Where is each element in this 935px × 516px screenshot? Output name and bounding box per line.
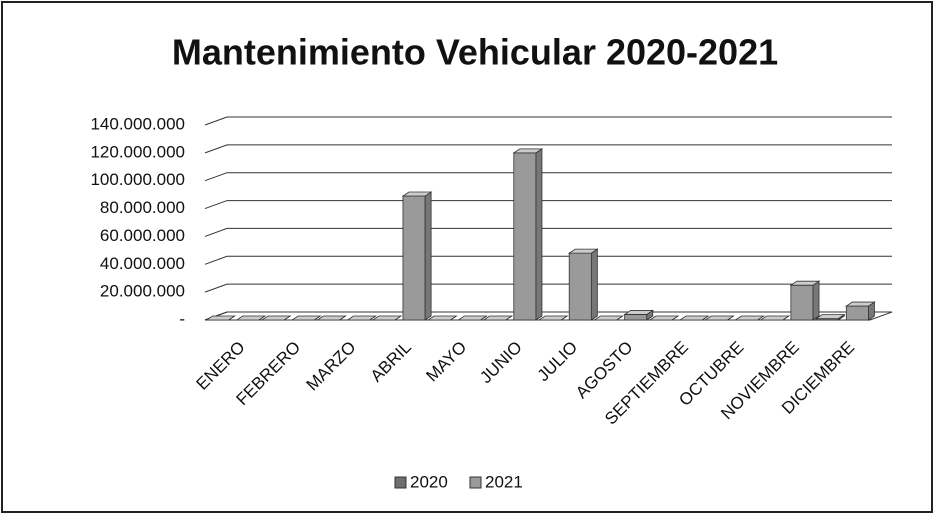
grid-line [204, 172, 892, 182]
grid-line [204, 144, 892, 154]
grid-line [204, 283, 892, 293]
bar-face [624, 314, 648, 321]
bar-face [590, 248, 598, 321]
bar-face [401, 191, 433, 197]
bar-face [535, 148, 543, 321]
legend-label: 2020 [410, 472, 448, 491]
legend-label: 2021 [485, 472, 523, 491]
y-tick-label: 120.000.000 [90, 142, 185, 161]
bar-face [457, 315, 488, 321]
y-tick-label: - [179, 309, 185, 328]
grid-line [204, 116, 892, 126]
bar [426, 315, 458, 321]
y-tick-label: 100.000.000 [90, 170, 185, 189]
bar-face [789, 280, 821, 286]
bar-face [371, 315, 403, 321]
bar-face [703, 315, 735, 321]
bar-face [678, 315, 710, 321]
bar [648, 315, 680, 321]
bar [512, 148, 544, 321]
bar-face [623, 310, 655, 315]
grid-line [204, 200, 892, 210]
bar-face [593, 315, 624, 321]
bar [759, 315, 791, 321]
bar-face [402, 195, 426, 321]
bar [814, 313, 846, 321]
bar-face [316, 315, 347, 321]
grid-line [204, 227, 892, 237]
bar [290, 315, 322, 321]
bar [623, 309, 655, 321]
bar [734, 315, 765, 321]
bar-face [812, 280, 820, 321]
bar-face [426, 315, 458, 321]
bar [567, 248, 599, 321]
bar-face [845, 305, 869, 321]
bar [371, 315, 403, 321]
bar [316, 315, 347, 321]
bar [593, 315, 624, 321]
bar [260, 315, 292, 321]
bar [844, 301, 876, 321]
bar-face [482, 315, 514, 321]
bar-face [235, 315, 267, 321]
bar-face [260, 315, 292, 321]
y-tick-label: 20.000.000 [100, 282, 185, 301]
bar [457, 315, 488, 321]
bar-face [759, 315, 791, 321]
bar [346, 315, 378, 321]
chart-title: Mantenimiento Vehicular 2020-2021 [172, 32, 778, 73]
bar-face [290, 315, 322, 321]
bar-face [205, 315, 237, 321]
bar-face [844, 301, 876, 307]
legend-swatch [469, 476, 482, 489]
bar-face [537, 315, 569, 321]
bar-face [346, 315, 378, 321]
floor [204, 311, 893, 321]
bar-face [734, 315, 765, 321]
bar-face [513, 152, 537, 321]
bar-face [567, 248, 599, 254]
bar [537, 315, 569, 321]
bar-face [424, 191, 432, 321]
grid-line [204, 255, 892, 265]
bar [401, 191, 433, 321]
bar [678, 315, 710, 321]
bar-face [512, 148, 544, 154]
legend-swatch [394, 476, 407, 489]
bar-face [568, 252, 592, 321]
y-tick-label: 60.000.000 [100, 226, 185, 245]
y-tick-label: 40.000.000 [100, 254, 185, 273]
bar [482, 315, 514, 321]
bar [205, 315, 237, 321]
bar [703, 315, 735, 321]
bar [235, 315, 267, 321]
bar-face [790, 284, 814, 321]
bar-face [648, 315, 680, 321]
bar-face [814, 314, 846, 320]
bar [789, 280, 821, 321]
y-tick-label: 80.000.000 [100, 198, 185, 217]
y-tick-label: 140.000.000 [90, 114, 185, 133]
